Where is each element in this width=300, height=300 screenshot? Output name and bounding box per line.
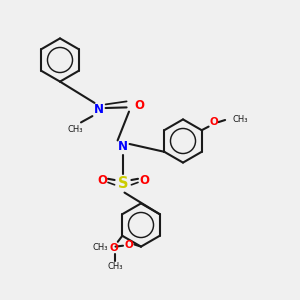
Text: CH₃: CH₃ bbox=[92, 243, 108, 252]
Text: O: O bbox=[134, 98, 145, 112]
Text: O: O bbox=[124, 240, 133, 250]
Text: O: O bbox=[209, 117, 218, 127]
Text: O: O bbox=[110, 243, 118, 253]
Text: N: N bbox=[94, 103, 104, 116]
Text: CH₃: CH₃ bbox=[232, 115, 248, 124]
Text: O: O bbox=[139, 174, 149, 187]
Text: S: S bbox=[118, 176, 128, 190]
Text: N: N bbox=[118, 140, 128, 154]
Text: CH₃: CH₃ bbox=[107, 262, 122, 271]
Text: CH₃: CH₃ bbox=[67, 125, 83, 134]
Text: O: O bbox=[97, 174, 107, 187]
